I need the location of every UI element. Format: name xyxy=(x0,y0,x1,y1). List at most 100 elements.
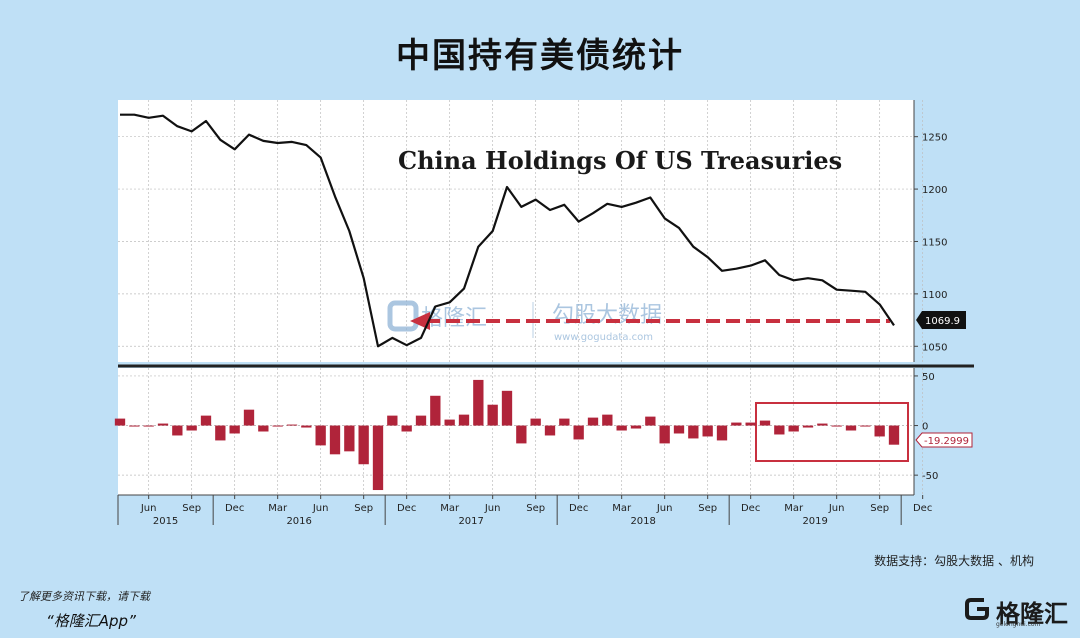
bar xyxy=(745,422,756,426)
watermark-brand: 格隆汇 xyxy=(421,306,487,331)
bar xyxy=(530,418,541,426)
bar xyxy=(301,425,312,428)
bar xyxy=(329,425,341,455)
x-tick-label-month: Mar xyxy=(784,503,804,514)
last-value-tag-bottom xyxy=(915,432,973,448)
bar xyxy=(544,425,556,436)
bar xyxy=(286,424,298,426)
brand-logo: 格隆汇 gelonghui.com xyxy=(962,594,1074,630)
last-value-label-bottom: -19.2999 xyxy=(924,436,969,447)
x-tick-label-month: Dec xyxy=(741,503,760,514)
bar xyxy=(602,414,613,426)
bar xyxy=(573,425,584,440)
x-tick-label-month: Sep xyxy=(698,503,717,514)
bar xyxy=(659,425,670,444)
bar xyxy=(802,425,814,428)
arrow-head xyxy=(410,312,430,330)
bar xyxy=(157,423,169,426)
bar xyxy=(272,425,283,427)
last-value-callout-bottom: -19.2999 xyxy=(915,432,973,448)
x-tick-label-month: Dec xyxy=(569,503,588,514)
bar xyxy=(243,409,255,426)
x-tick-label-month: Jun xyxy=(312,503,329,514)
bar xyxy=(200,415,212,426)
highlight-box xyxy=(755,402,909,462)
x-tick-label-month: Sep xyxy=(870,503,889,514)
bar xyxy=(143,425,154,427)
bar xyxy=(731,422,742,426)
x-tick-label-month: Jun xyxy=(484,503,501,514)
bar xyxy=(401,425,412,432)
x-tick-label-month: Sep xyxy=(354,503,373,514)
x-tick-label-month: Dec xyxy=(913,503,932,514)
x-tick-label-month: Jun xyxy=(828,503,845,514)
x-tick-label-month: Sep xyxy=(526,503,545,514)
y-tick-label-top: 1250 xyxy=(922,133,947,144)
bar xyxy=(430,395,441,426)
top-plot-area xyxy=(118,100,914,362)
last-value-label-top: 1069.9 xyxy=(925,316,960,327)
logo-text: 格隆汇 xyxy=(996,600,1068,628)
axis-layer: 1050 1100 1150 1200 1250 -50 0 50 Jun Sep Dec Mar Ju… xyxy=(117,100,947,527)
bar xyxy=(186,425,197,431)
bar xyxy=(845,425,857,431)
x-tick-label-month: Mar xyxy=(268,503,288,514)
bar xyxy=(673,425,685,434)
bar xyxy=(229,425,240,434)
logo-mark-icon xyxy=(965,598,989,620)
bar xyxy=(888,425,900,445)
y-tick-label-bottom: -50 xyxy=(922,471,938,482)
bar xyxy=(473,379,484,426)
app-promo-name: “格隆汇App” xyxy=(46,612,136,630)
bar xyxy=(114,418,126,426)
bar xyxy=(874,425,885,437)
x-tick-label-month: Dec xyxy=(397,503,416,514)
x-tick-label-year: 2019 xyxy=(802,516,827,527)
watermark-url: www.gogudata.com xyxy=(554,332,653,343)
bar xyxy=(788,425,799,432)
bar xyxy=(559,418,570,426)
chart: 格隆汇 勾股大数据 www.gogudata.com China Holding… xyxy=(114,100,974,527)
bar xyxy=(415,415,427,426)
series-line xyxy=(120,113,895,348)
watermark-logo-mark xyxy=(387,300,419,332)
bar xyxy=(501,390,513,426)
marks-layer xyxy=(114,113,900,491)
bar xyxy=(258,425,269,432)
bar xyxy=(616,425,627,431)
y-tick-label-bottom: 50 xyxy=(922,372,935,383)
x-tick-label-year: 2015 xyxy=(153,516,178,527)
bar xyxy=(860,425,871,427)
bar xyxy=(716,425,728,441)
x-tick-label-month: Mar xyxy=(612,503,632,514)
bar xyxy=(387,415,398,426)
x-tick-label-year: 2017 xyxy=(458,516,483,527)
bar xyxy=(587,417,599,426)
bar xyxy=(516,425,527,444)
bar xyxy=(831,425,842,427)
bar xyxy=(487,404,498,426)
data-source-credit: 数据支持：勾股大数据 、机构 xyxy=(874,554,1034,568)
bar xyxy=(630,425,642,429)
last-value-callout-top: 1069.9 xyxy=(916,311,966,329)
y-tick-label-top: 1150 xyxy=(922,237,947,248)
bar xyxy=(458,414,470,426)
x-tick-label-month: Jun xyxy=(140,503,157,514)
y-tick-label-top: 1100 xyxy=(922,290,947,301)
x-tick-label-month: Mar xyxy=(440,503,460,514)
bar xyxy=(358,425,369,465)
watermark: 格隆汇 勾股大数据 www.gogudata.com xyxy=(387,300,662,343)
bar xyxy=(344,425,355,452)
x-tick-label-month: Jun xyxy=(656,503,673,514)
bar xyxy=(315,425,326,446)
bar xyxy=(215,425,226,441)
bar xyxy=(645,416,656,426)
bar xyxy=(774,425,785,435)
y-tick-label-bottom: 0 xyxy=(922,422,928,433)
x-tick-label-year: 2018 xyxy=(630,516,655,527)
y-tick-label-top: 1050 xyxy=(922,342,947,353)
bar xyxy=(372,425,384,491)
last-value-tag-top xyxy=(916,311,966,329)
bar xyxy=(444,419,455,426)
chart-title: China Holdings Of US Treasuries xyxy=(398,146,842,175)
